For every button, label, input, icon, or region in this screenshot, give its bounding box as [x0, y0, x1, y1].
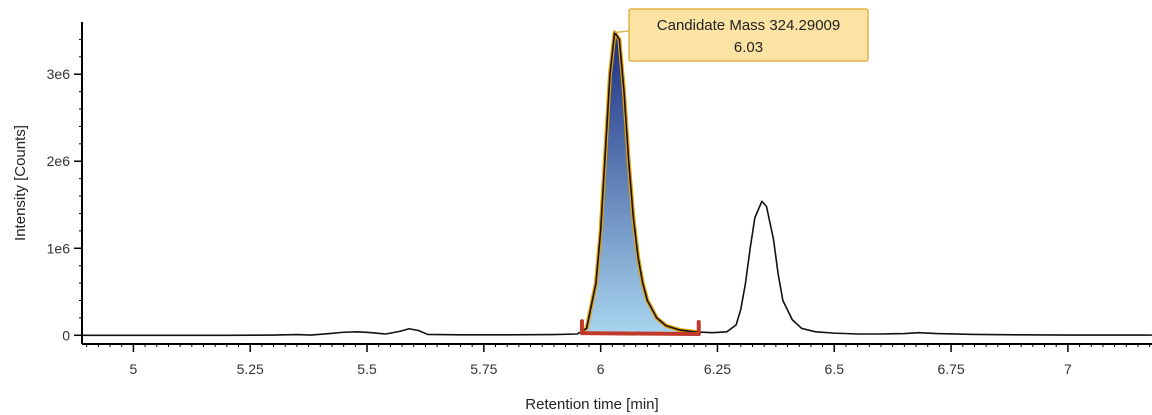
x-tick-label: 6.75	[937, 361, 964, 377]
callout-box	[628, 8, 869, 62]
x-tick-label: 5.75	[470, 361, 497, 377]
x-tick-label: 6.5	[825, 361, 845, 377]
callout-candidate-mass-text: Candidate Mass 324.29009	[657, 17, 840, 34]
callout-leader-line	[614, 30, 630, 34]
y-axis-title: Intensity [Counts]	[12, 125, 29, 241]
x-tick-label: 6.25	[704, 361, 731, 377]
plot-area	[82, 30, 1152, 337]
y-tick-label: 2e6	[47, 153, 71, 169]
highlighted-peak-area	[581, 32, 699, 333]
callout-retention-time-text: 6.03	[734, 39, 763, 56]
axes: 5 5.25 5.5 5.75 6 6.25 6.5 6.75 7 0 1e6 2e6 3e6	[47, 22, 1152, 377]
x-axis-title: Retention time [min]	[525, 396, 658, 413]
integration-baseline	[579, 331, 701, 337]
x-tick-label: 5.25	[237, 361, 264, 377]
x-tick-label: 5.5	[357, 361, 377, 377]
x-tick-label: 7	[1064, 361, 1072, 377]
chromatogram-trace	[82, 31, 1152, 337]
y-tick-label: 3e6	[47, 66, 71, 82]
x-tick-label: 6	[597, 361, 605, 377]
x-tick-label: 5	[129, 361, 137, 377]
y-tick-label: 1e6	[47, 240, 71, 256]
peak-callout: Candidate Mass 324.29009 6.03	[614, 8, 869, 62]
y-tick-label: 0	[62, 327, 70, 343]
